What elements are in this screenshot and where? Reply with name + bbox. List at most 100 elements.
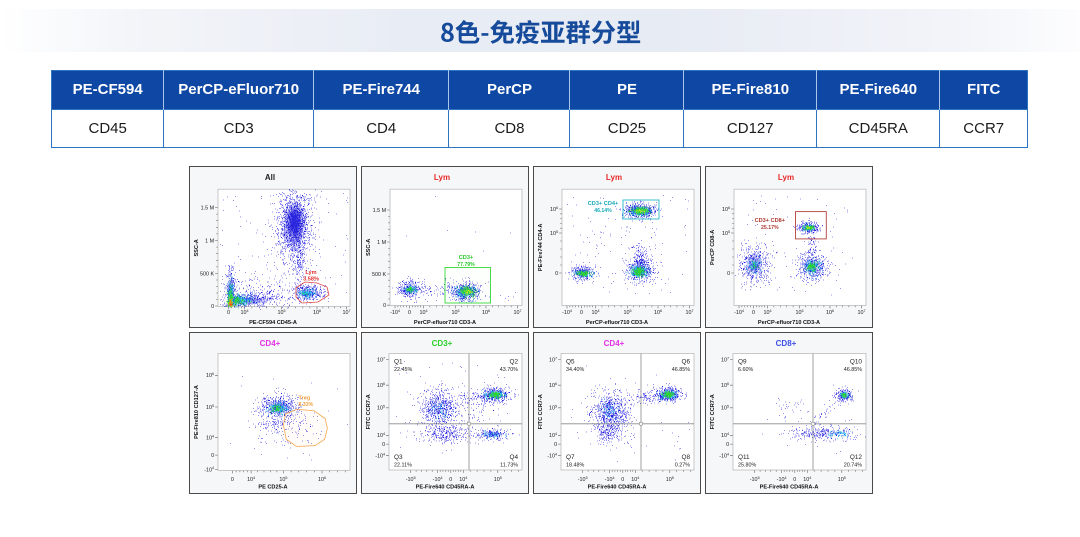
svg-text:34.40%: 34.40% [566,367,584,373]
svg-text:PE-Fire744 CD4-A: PE-Fire744 CD4-A [538,224,544,272]
svg-text:107: 107 [857,309,865,316]
svg-text:PerCP CD8-A: PerCP CD8-A [710,230,716,265]
svg-text:106: 106 [206,372,214,379]
svg-text:-104: -104 [375,453,385,460]
svg-text:46.85%: 46.85% [844,367,862,373]
svg-text:106: 106 [826,309,834,316]
svg-text:PE-Fire640 CD45RA-A: PE-Fire640 CD45RA-A [760,484,819,490]
svg-text:0: 0 [449,477,452,483]
svg-text:106: 106 [550,206,558,213]
svg-text:107: 107 [549,356,557,363]
svg-text:PerCP-efluor710 CD3-A: PerCP-efluor710 CD3-A [758,320,820,326]
svg-text:107: 107 [377,356,385,363]
svg-text:8.33%: 8.33% [299,402,314,408]
svg-text:11.73%: 11.73% [500,463,518,469]
svg-text:-104: -104 [390,309,400,316]
svg-text:-104: -104 [605,476,615,483]
svg-text:CD3+: CD3+ [432,339,453,348]
svg-text:104: 104 [247,476,255,483]
svg-text:0.27%: 0.27% [675,463,690,469]
svg-text:0: 0 [621,477,624,483]
svg-text:3.58%: 3.58% [303,277,319,283]
svg-text:104: 104 [549,432,557,439]
svg-text:Q2: Q2 [509,359,518,366]
svg-text:PE-Fire810 CD127-A: PE-Fire810 CD127-A [194,385,200,439]
svg-text:105: 105 [623,309,631,316]
svg-text:107: 107 [721,356,729,363]
svg-text:105: 105 [377,405,385,412]
svg-text:0: 0 [383,303,386,309]
svg-text:105: 105 [838,476,846,483]
svg-text:-104: -104 [777,476,787,483]
svg-text:105: 105 [494,476,502,483]
svg-text:0: 0 [227,310,230,316]
svg-text:104: 104 [206,435,214,442]
svg-text:1.5 M: 1.5 M [201,205,215,211]
svg-text:Treg: Treg [299,396,311,402]
svg-text:106: 106 [722,206,730,213]
svg-text:Lym: Lym [434,173,450,182]
svg-text:106: 106 [313,309,321,316]
svg-text:-104: -104 [719,453,729,460]
svg-text:Q6: Q6 [681,359,690,366]
svg-text:Q5: Q5 [566,359,575,366]
svg-text:106: 106 [654,309,662,316]
svg-text:Q8: Q8 [681,454,690,461]
svg-text:PerCP-efluor710 CD3-A: PerCP-efluor710 CD3-A [414,320,476,326]
svg-text:0: 0 [726,442,729,448]
svg-text:0: 0 [555,271,558,277]
svg-text:107: 107 [342,309,350,316]
svg-text:107: 107 [513,309,521,316]
svg-text:Lym: Lym [606,173,622,182]
svg-text:104: 104 [377,432,385,439]
svg-text:104: 104 [763,309,771,316]
svg-text:105: 105 [721,405,729,412]
svg-text:0: 0 [382,442,385,448]
svg-text:105: 105 [279,476,287,483]
svg-text:Lym: Lym [305,270,316,276]
svg-text:105: 105 [206,404,214,411]
svg-text:Q11: Q11 [738,454,750,461]
svg-text:0: 0 [211,304,214,310]
svg-text:106: 106 [377,382,385,389]
svg-text:105: 105 [277,309,285,316]
svg-text:22.11%: 22.11% [394,463,412,469]
svg-text:18.48%: 18.48% [566,463,584,469]
svg-text:105: 105 [549,405,557,412]
svg-text:SSC-A: SSC-A [194,239,200,256]
svg-text:0: 0 [211,453,214,459]
svg-text:Q9: Q9 [738,359,747,366]
svg-text:CD3+: CD3+ [459,255,474,261]
svg-text:CD3+ CD4+: CD3+ CD4+ [588,201,619,207]
svg-text:105: 105 [451,309,459,316]
svg-text:PE-CF594 CD45-A: PE-CF594 CD45-A [249,320,297,326]
svg-text:106: 106 [318,476,326,483]
svg-text:0: 0 [793,477,796,483]
svg-text:25.80%: 25.80% [738,463,756,469]
svg-text:104: 104 [803,476,811,483]
svg-text:106: 106 [482,309,490,316]
svg-text:All: All [265,173,275,182]
svg-text:104: 104 [419,309,427,316]
svg-text:PE-Fire640 CD45RA-A: PE-Fire640 CD45RA-A [588,484,647,490]
svg-text:20.74%: 20.74% [844,463,862,469]
svg-text:SSC-A: SSC-A [366,239,372,256]
svg-text:25.17%: 25.17% [761,225,779,231]
svg-text:6.60%: 6.60% [738,367,753,373]
svg-text:Q1: Q1 [394,359,403,366]
svg-text:Lym: Lym [778,173,794,182]
svg-text:Q3: Q3 [394,454,403,461]
svg-text:-104: -104 [204,466,214,473]
svg-text:PE CD25-A: PE CD25-A [258,484,287,490]
svg-text:105: 105 [795,309,803,316]
svg-text:500 K: 500 K [200,271,214,277]
svg-text:43.70%: 43.70% [500,367,518,373]
svg-text:Q10: Q10 [850,359,863,366]
svg-text:1 M: 1 M [205,238,214,244]
svg-text:Q7: Q7 [566,454,575,461]
svg-text:22.45%: 22.45% [394,367,412,373]
svg-text:105: 105 [666,476,674,483]
svg-text:CD4+: CD4+ [260,339,281,348]
svg-text:77.79%: 77.79% [457,262,475,268]
svg-text:-104: -104 [562,309,572,316]
